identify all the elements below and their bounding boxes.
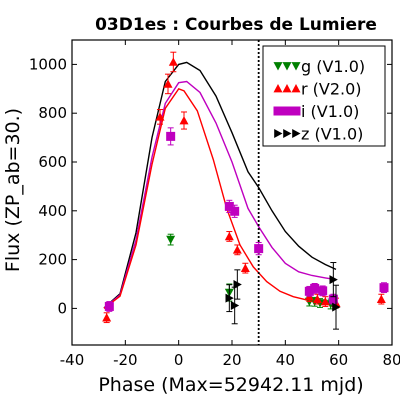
chart-title: 03D1es : Courbes de Lumiere — [95, 15, 377, 35]
x-tick-label: 80 — [382, 351, 400, 369]
legend-marker — [274, 129, 283, 138]
legend-label: z (V1.0) — [301, 125, 363, 144]
y-tick-label: 600 — [38, 153, 67, 171]
legend-marker — [282, 62, 292, 71]
legend-marker — [291, 84, 301, 93]
data-point-square — [166, 131, 176, 141]
data-point-square — [224, 201, 234, 211]
x-tick-label: 0 — [174, 351, 184, 369]
data-point-triangle-right — [225, 293, 234, 303]
model-curve-1 — [103, 80, 337, 309]
data-point-square — [310, 283, 320, 293]
data-point-square — [328, 294, 338, 304]
legend-label: i (V1.0) — [301, 102, 359, 121]
data-point-square — [304, 286, 314, 296]
data-point-triangle-right — [233, 279, 242, 289]
legend-marker — [282, 84, 292, 93]
data-point-triangle-up — [376, 294, 386, 303]
legend-marker — [283, 129, 292, 138]
legend-item: r (V2.0) — [273, 80, 362, 99]
data-point-square — [318, 286, 328, 296]
data-point-triangle-right — [329, 275, 338, 285]
legend-marker — [273, 106, 283, 116]
legend-marker — [273, 62, 283, 71]
x-tick-label: -20 — [113, 351, 138, 369]
data-point-triangle-right — [332, 302, 341, 312]
x-tick-label: 40 — [276, 351, 295, 369]
model-curve-2 — [103, 87, 337, 309]
data-point-triangle-up — [168, 57, 178, 66]
data-point-triangle-up — [102, 313, 112, 322]
model-curve-0 — [103, 61, 337, 309]
data-point-triangle-up — [312, 294, 322, 303]
data-point-triangle-right — [230, 300, 240, 310]
data-point-square — [254, 244, 264, 254]
x-axis-label: Phase (Max=52942.11 mjd) — [98, 374, 363, 396]
y-axis-label: Flux (ZP_ab=30.) — [2, 108, 24, 272]
legend-marker — [273, 84, 283, 93]
legend-item: g (V1.0) — [273, 57, 365, 76]
legend-label: r (V2.0) — [301, 80, 362, 99]
data-point-triangle-down — [166, 235, 176, 245]
legend-marker — [291, 62, 301, 71]
legend-marker — [292, 129, 301, 138]
data-point-square — [104, 301, 114, 311]
data-point-triangle-up — [179, 116, 189, 125]
legend: g (V1.0) r (V2.0) i (V1.0) z (V1.0) — [262, 45, 386, 147]
legend-item: i (V1.0) — [273, 102, 359, 121]
legend-label: g (V1.0) — [301, 57, 365, 76]
y-tick-label: 800 — [38, 104, 67, 122]
data-point-triangle-up — [240, 263, 250, 272]
legend-item: z (V1.0) — [274, 125, 363, 144]
data-point-square — [379, 283, 389, 293]
y-tick-label: 0 — [57, 299, 67, 317]
data-point-square — [230, 206, 240, 216]
y-tick-label: 200 — [38, 251, 67, 269]
x-tick-label: -40 — [60, 351, 85, 369]
y-tick-label: 1000 — [29, 55, 67, 73]
data-point-triangle-up — [155, 112, 165, 121]
data-point-triangle-up — [163, 79, 173, 88]
data-point-triangle-up — [320, 297, 330, 306]
legend-marker — [291, 106, 301, 116]
x-tick-label: 20 — [222, 351, 241, 369]
legend-marker — [282, 106, 292, 116]
y-tick-label: 400 — [38, 202, 67, 220]
data-point-triangle-up — [232, 245, 242, 254]
plot-contents — [102, 40, 389, 345]
data-point-triangle-up — [224, 231, 234, 241]
x-tick-label: 60 — [329, 351, 348, 369]
